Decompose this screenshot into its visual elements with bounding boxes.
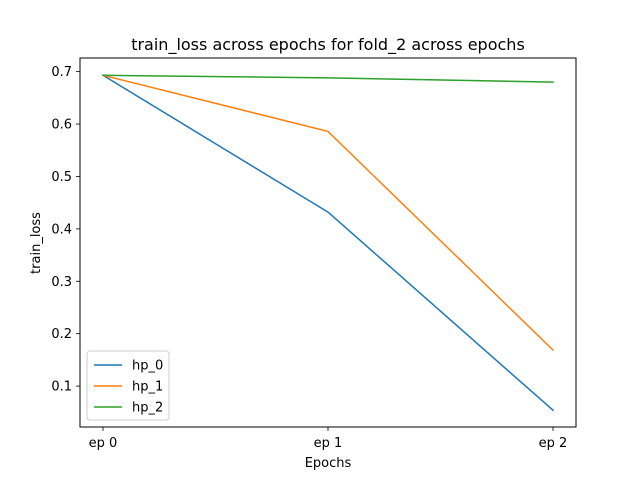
x-axis: ep 0 ep 1 ep 2 <box>89 427 568 451</box>
legend: hp_0 hp_1 hp_2 <box>86 350 170 421</box>
x-axis-label: Epochs <box>305 456 352 471</box>
y-tick-label: 0.6 <box>51 118 72 133</box>
x-tick-label: ep 2 <box>539 436 568 451</box>
y-tick-label: 0.5 <box>51 170 72 185</box>
series-line-hp_0 <box>101 74 555 412</box>
chart-title: train_loss across epochs for fold_2 acro… <box>131 35 525 55</box>
y-axis-label: train_loss <box>29 212 44 274</box>
y-axis: 0.1 0.2 0.3 0.4 0.5 0.6 0.7 <box>51 65 80 395</box>
series-line-hp_1 <box>102 74 555 352</box>
legend-label-hp_0: hp_0 <box>132 359 163 374</box>
y-tick-label: 0.7 <box>51 65 72 80</box>
y-tick-label: 0.3 <box>51 275 72 290</box>
y-tick-label: 0.2 <box>51 327 72 342</box>
x-tick-label: ep 1 <box>314 436 343 451</box>
plot-lines <box>101 74 555 412</box>
legend-frame <box>86 350 170 421</box>
legend-label-hp_2: hp_2 <box>132 401 163 416</box>
series-line-hp_2 <box>102 74 554 83</box>
legend-label-hp_1: hp_1 <box>132 380 163 395</box>
y-tick-label: 0.1 <box>51 380 72 395</box>
y-tick-label: 0.4 <box>51 222 72 237</box>
x-tick-label: ep 0 <box>89 436 118 451</box>
